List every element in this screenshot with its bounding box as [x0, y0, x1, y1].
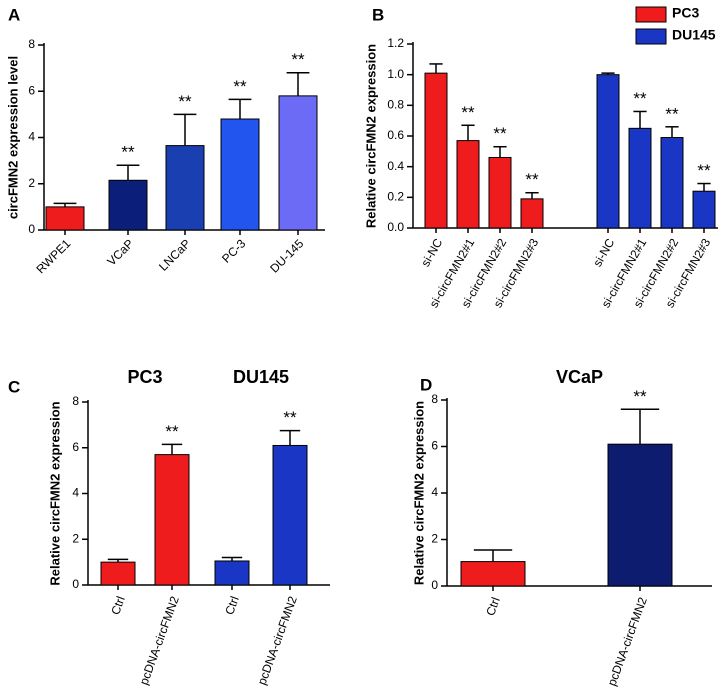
y-tick-label: 6 — [28, 83, 35, 97]
panel-letter: D — [420, 375, 432, 394]
x-tick-label: Ctrl — [222, 594, 242, 616]
significance: ** — [665, 104, 679, 123]
y-axis-label: Relative circFMN2 expression — [411, 401, 426, 585]
significance: ** — [697, 161, 711, 180]
x-tick-label: Ctrl — [108, 594, 128, 616]
panel-letter: B — [372, 5, 384, 24]
y-tick-label: 0 — [72, 577, 79, 591]
bar — [100, 561, 136, 586]
significance: ** — [291, 50, 305, 69]
bar — [660, 137, 684, 229]
y-tick-label: 0 — [431, 578, 438, 592]
y-tick-label: 1.0 — [387, 67, 404, 81]
significance: ** — [493, 124, 507, 143]
y-tick-label: 4 — [28, 130, 35, 144]
bar — [607, 443, 673, 587]
significance: ** — [633, 387, 647, 406]
panel-letter: A — [8, 5, 20, 24]
x-tick-label: RWPE1 — [33, 236, 73, 276]
legend-swatch — [635, 28, 667, 45]
bar — [214, 560, 250, 586]
group-title: DU145 — [233, 367, 289, 387]
x-tick-label: LNCaP — [156, 236, 193, 273]
x-tick-label: VCaP — [104, 236, 136, 268]
y-tick-label: 0.0 — [387, 220, 404, 234]
y-axis-label: Relative circFMN2 expression — [363, 44, 378, 228]
bar — [628, 127, 652, 229]
y-tick-label: 2 — [72, 531, 79, 545]
y-tick-label: 0.6 — [387, 128, 404, 142]
bar — [108, 179, 148, 231]
bar — [596, 74, 620, 229]
bar — [45, 206, 85, 231]
y-tick-label: 8 — [431, 392, 438, 406]
chart-title: VCaP — [556, 367, 603, 387]
y-tick-label: 4 — [431, 485, 438, 499]
y-tick-label: 8 — [28, 37, 35, 51]
significance: ** — [283, 408, 297, 427]
x-tick-label: pcDNA-circFMN2 — [605, 595, 650, 688]
y-axis-label: Relative circFMN2 expression — [47, 401, 62, 585]
y-axis-label: circFMN2 expression level — [5, 56, 20, 219]
x-tick-label: DU-145 — [267, 236, 306, 275]
bar — [692, 190, 716, 229]
bar — [272, 444, 308, 586]
y-tick-label: 2 — [28, 176, 35, 190]
y-tick-label: 0.2 — [387, 190, 404, 204]
bar — [424, 72, 448, 229]
y-tick-label: 0.4 — [387, 159, 404, 173]
bar — [220, 118, 260, 231]
y-tick-label: 8 — [72, 394, 79, 408]
bar — [278, 95, 318, 231]
significance: ** — [633, 89, 647, 108]
y-tick-label: 6 — [72, 440, 79, 454]
x-tick-label: Ctrl — [483, 595, 503, 617]
bar — [520, 198, 544, 229]
x-tick-label: pcDNA-circFMN2 — [137, 594, 182, 687]
bar — [165, 145, 205, 231]
significance: ** — [121, 143, 135, 162]
y-tick-label: 6 — [431, 439, 438, 453]
x-tick-label: si-NC — [590, 236, 617, 269]
legend-swatch — [635, 6, 667, 23]
significance: ** — [461, 103, 475, 122]
bar — [460, 561, 526, 587]
y-tick-label: 4 — [72, 486, 79, 500]
y-tick-label: 2 — [431, 532, 438, 546]
bar — [488, 156, 512, 229]
y-tick-label: 0 — [28, 222, 35, 236]
x-tick-label: si-NC — [418, 236, 445, 269]
panel-letter: C — [8, 377, 20, 396]
y-tick-label: 1.2 — [387, 36, 404, 50]
y-tick-label: 0.8 — [387, 98, 404, 112]
x-tick-label: pcDNA-circFMN2 — [255, 594, 300, 687]
significance: ** — [178, 92, 192, 111]
significance: ** — [165, 422, 179, 441]
legend-label: DU145 — [672, 27, 716, 43]
significance: ** — [233, 77, 247, 96]
bar — [456, 140, 480, 229]
significance: ** — [525, 170, 539, 189]
group-title: PC3 — [127, 367, 162, 387]
legend-label: PC3 — [672, 5, 699, 21]
bar — [154, 454, 190, 586]
x-tick-label: PC-3 — [219, 236, 248, 265]
